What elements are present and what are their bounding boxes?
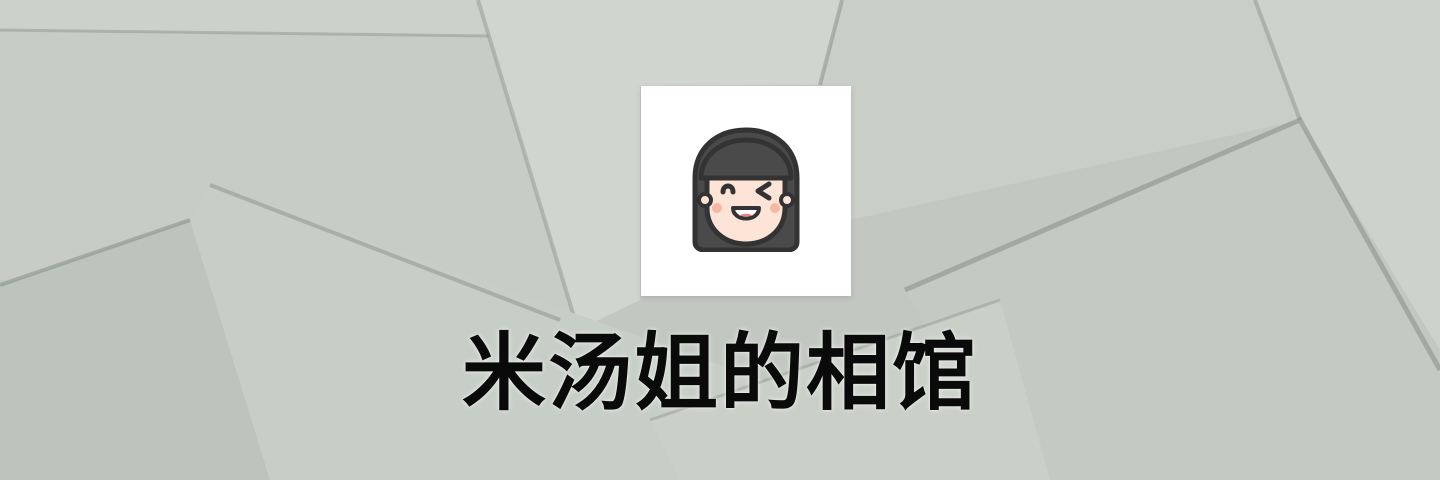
winking-girl-face-icon bbox=[692, 127, 800, 252]
brand-title: 米汤姐的相馆 bbox=[461, 324, 978, 422]
avatar-card bbox=[641, 86, 851, 296]
